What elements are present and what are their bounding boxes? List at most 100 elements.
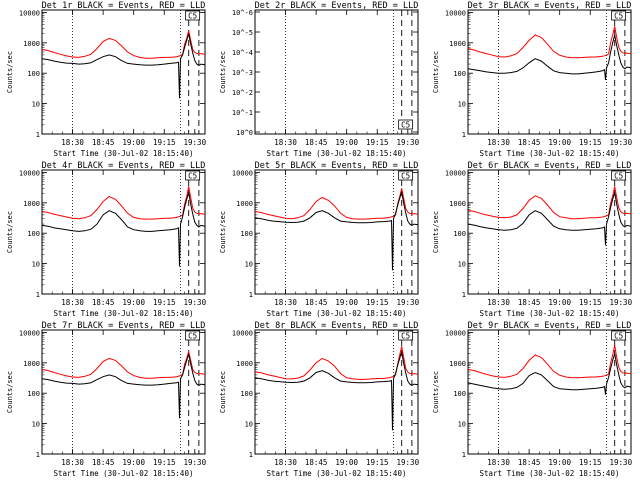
events-series-line	[467, 353, 632, 395]
y-tick-label: 10^-4	[232, 49, 253, 57]
events-series-line	[254, 191, 419, 271]
y-tick-label: 1000	[236, 200, 253, 208]
x-tick-label: 19:00	[122, 298, 145, 307]
c5-marker-label: C5	[188, 12, 197, 21]
y-axis-label: Counts/sec	[6, 371, 14, 413]
y-tick-label: 100	[240, 230, 253, 238]
lld-series-line	[254, 346, 419, 380]
detector-chart: Det 5r BLACK = Events, RED = LLD Counts/s…	[219, 161, 420, 318]
y-tick-label: 100	[27, 70, 40, 78]
c5-marker-box	[185, 170, 201, 181]
y-tick-label: 10	[245, 421, 253, 429]
x-tick-label: 19:30	[184, 298, 207, 307]
c5-marker-box	[611, 10, 627, 21]
y-tick-label: 10^-2	[232, 89, 253, 97]
chart-title: Det 7r BLACK = Events, RED = LLD	[42, 321, 206, 331]
y-tick-label: 1	[249, 451, 253, 459]
y-tick-label: 1000	[236, 360, 253, 368]
x-tick-label: 19:00	[122, 458, 145, 467]
lld-series-line	[41, 30, 206, 59]
x-tick-label: 19:00	[548, 138, 571, 147]
events-series-line	[467, 192, 632, 246]
x-tick-label: 19:00	[335, 458, 358, 467]
c5-marker-box	[398, 119, 414, 130]
y-axis-label: Counts/sec	[219, 211, 227, 253]
y-tick-label: 1	[36, 131, 40, 139]
detector-chart: Det 4r BLACK = Events, RED = LLD Counts/s…	[6, 161, 207, 318]
y-tick-label: 10000	[232, 329, 253, 337]
y-axis-label: Counts/sec	[219, 371, 227, 413]
y-tick-label: 10000	[19, 9, 40, 17]
y-axis-label: Counts/sec	[432, 211, 440, 253]
x-tick-label: 19:00	[548, 458, 571, 467]
y-axis-label: Counts/sec	[432, 51, 440, 93]
x-tick-label: 18:30	[274, 138, 297, 147]
chart-title: Det 1r BLACK = Events, RED = LLD	[42, 1, 206, 11]
x-tick-label: 18:30	[487, 458, 510, 467]
y-tick-label: 1000	[449, 40, 466, 48]
lld-series-line	[467, 345, 632, 379]
x-tick-label: 19:15	[579, 458, 602, 467]
x-tick-label: 18:45	[305, 138, 328, 147]
y-tick-label: 10	[32, 261, 40, 269]
x-tick-label: 19:15	[366, 298, 389, 307]
y-axis-label: Counts/sec	[219, 51, 227, 93]
x-tick-label: 19:30	[184, 458, 207, 467]
x-tick-label: 19:30	[397, 138, 420, 147]
x-tick-label: 18:45	[305, 298, 328, 307]
events-series-line	[467, 34, 632, 80]
detector-chart: Det 1r BLACK = Events, RED = LLD Counts/s…	[6, 1, 207, 158]
y-tick-label: 1000	[449, 200, 466, 208]
y-tick-label: 1000	[23, 200, 40, 208]
y-tick-label: 10000	[445, 169, 466, 177]
x-tick-label: 18:45	[518, 138, 541, 147]
y-tick-label: 10^-1	[232, 109, 253, 117]
x-tick-label: 18:30	[61, 138, 84, 147]
x-axis-label: Start Time (30-Jul-02 18:15:40)	[267, 149, 407, 158]
x-axis-label: Start Time (30-Jul-02 18:15:40)	[54, 149, 194, 158]
x-tick-label: 18:30	[274, 298, 297, 307]
y-tick-label: 1	[36, 291, 40, 299]
y-tick-label: 10^-6	[232, 9, 253, 17]
x-tick-label: 18:45	[305, 458, 328, 467]
detector-chart: Det 3r BLACK = Events, RED = LLD Counts/s…	[432, 1, 633, 158]
events-series-line	[41, 192, 206, 267]
y-tick-label: 10	[458, 261, 466, 269]
chart-title: Det 9r BLACK = Events, RED = LLD	[468, 321, 632, 331]
y-tick-label: 100	[453, 70, 466, 78]
lld-series-line	[467, 26, 632, 59]
y-tick-label: 1	[249, 291, 253, 299]
x-tick-label: 19:15	[366, 138, 389, 147]
x-tick-label: 18:30	[61, 458, 84, 467]
y-axis-label: Counts/sec	[432, 371, 440, 413]
x-tick-label: 18:45	[518, 298, 541, 307]
x-tick-label: 18:45	[518, 458, 541, 467]
chart-title: Det 2r BLACK = Events, RED = LLD	[255, 1, 419, 11]
x-tick-label: 19:30	[397, 458, 420, 467]
y-tick-label: 100	[453, 230, 466, 238]
detector-chart: Det 6r BLACK = Events, RED = LLD Counts/s…	[432, 161, 633, 318]
c5-marker-box	[611, 170, 627, 181]
x-tick-label: 18:30	[274, 458, 297, 467]
x-axis-label: Start Time (30-Jul-02 18:15:40)	[480, 149, 620, 158]
chart-title: Det 3r BLACK = Events, RED = LLD	[468, 1, 632, 11]
x-tick-label: 18:45	[92, 138, 115, 147]
c5-marker-label: C5	[188, 332, 197, 341]
x-tick-label: 19:15	[366, 458, 389, 467]
y-tick-label: 1000	[23, 40, 40, 48]
y-tick-label: 100	[453, 390, 466, 398]
y-tick-label: 10	[458, 101, 466, 109]
y-tick-label: 1	[462, 131, 466, 139]
y-tick-label: 10	[458, 421, 466, 429]
y-tick-label: 10^-3	[232, 69, 253, 77]
chart-title: Det 5r BLACK = Events, RED = LLD	[255, 161, 419, 171]
x-tick-label: 19:30	[610, 458, 633, 467]
y-tick-label: 10000	[445, 9, 466, 17]
c5-marker-box	[185, 10, 201, 21]
y-axis-label: Counts/sec	[6, 51, 14, 93]
x-tick-label: 19:30	[397, 298, 420, 307]
lld-series-line	[41, 186, 206, 220]
y-tick-label: 10000	[232, 169, 253, 177]
y-tick-label: 10	[245, 261, 253, 269]
x-tick-label: 18:30	[487, 138, 510, 147]
